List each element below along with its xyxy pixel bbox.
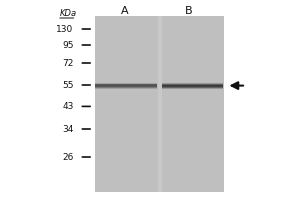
Text: 26: 26 bbox=[62, 152, 74, 162]
Text: 34: 34 bbox=[62, 124, 74, 134]
Bar bbox=[94, 16, 158, 192]
Bar bbox=[94, 84, 157, 87]
Bar bbox=[162, 84, 223, 88]
Bar bbox=[162, 85, 223, 86]
Text: 72: 72 bbox=[62, 58, 74, 68]
Text: A: A bbox=[121, 6, 128, 16]
Text: KDa: KDa bbox=[59, 8, 76, 18]
Text: 130: 130 bbox=[56, 24, 74, 33]
Bar bbox=[94, 16, 224, 192]
Text: B: B bbox=[185, 6, 193, 16]
Text: 43: 43 bbox=[62, 102, 74, 111]
Text: 95: 95 bbox=[62, 40, 74, 49]
Bar bbox=[94, 84, 157, 88]
Text: 55: 55 bbox=[62, 81, 74, 90]
Bar bbox=[94, 83, 157, 89]
Bar bbox=[94, 85, 157, 86]
Bar bbox=[162, 16, 224, 192]
Bar bbox=[162, 85, 223, 87]
Bar bbox=[162, 83, 223, 89]
